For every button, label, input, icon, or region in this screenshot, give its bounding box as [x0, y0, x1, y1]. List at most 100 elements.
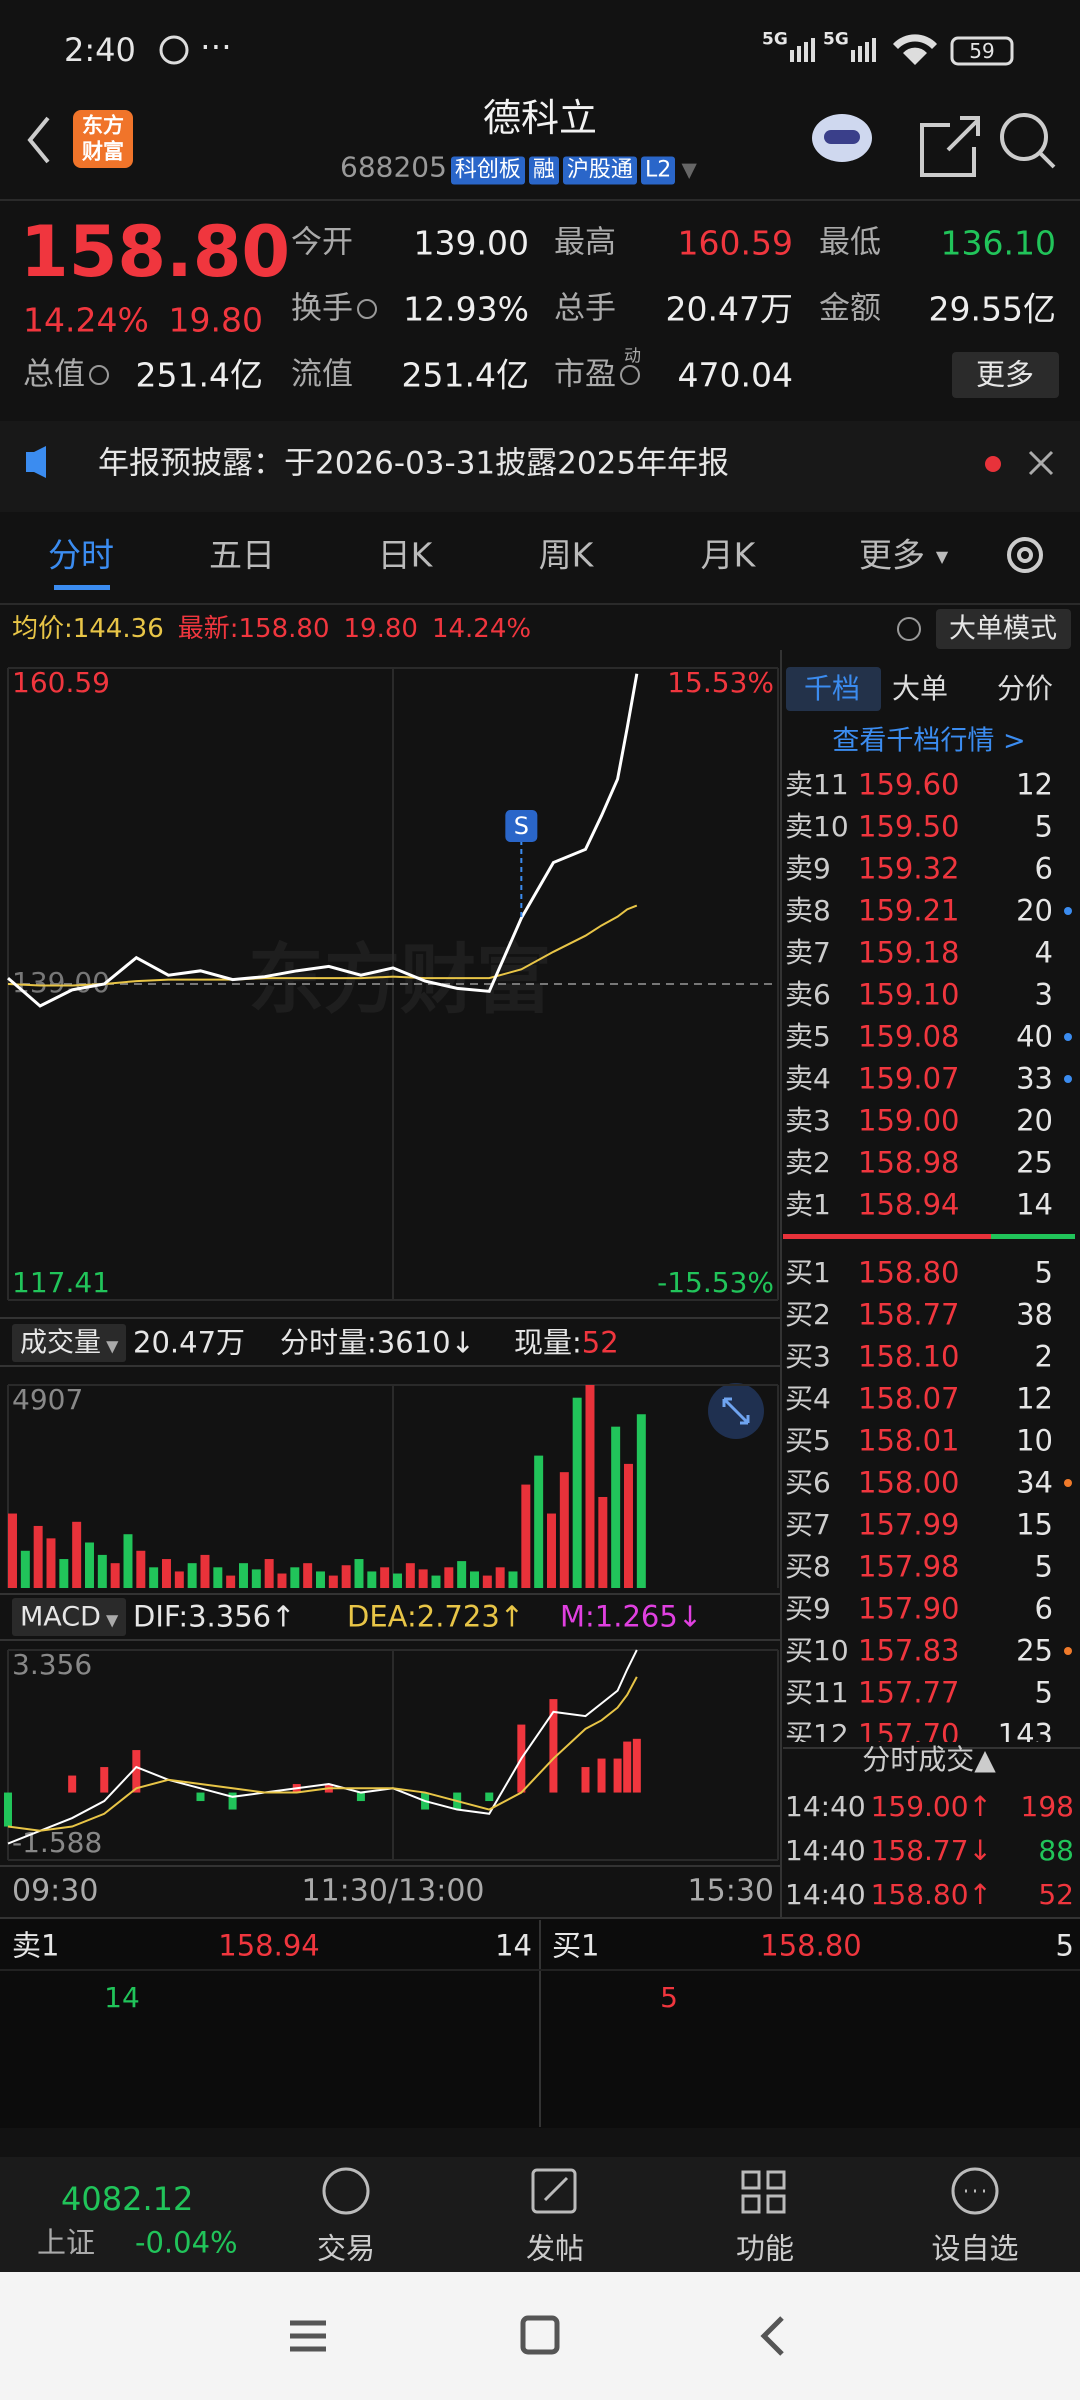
book-volume: 143 — [997, 1717, 1053, 1742]
logo-bg — [73, 110, 133, 168]
trades-title[interactable]: 分时成交▲ — [862, 1743, 996, 1776]
tab[interactable]: 周K — [538, 535, 594, 575]
book-price: 157.83 — [858, 1633, 960, 1668]
book-label: 买12 — [785, 1718, 849, 1743]
field-value: 136.10 — [940, 223, 1056, 263]
macd-bar — [4, 1792, 12, 1827]
field-label: 市盈 — [554, 356, 616, 393]
network-label: 5G — [762, 29, 788, 50]
book-label: 买5 — [785, 1424, 831, 1457]
level1-ask-volume: 14 — [495, 1928, 532, 1963]
field-label: 最低 — [819, 224, 881, 261]
tab[interactable]: 更多 — [859, 535, 925, 575]
network-label: 5G — [823, 29, 849, 50]
volume-bar — [636, 1414, 646, 1588]
field-label: 今开 — [291, 224, 353, 261]
book-volume: 2 — [1034, 1339, 1053, 1374]
book-label: 卖1 — [785, 1188, 831, 1221]
nav-item[interactable]: 功能 — [735, 2231, 795, 2266]
tab-bg — [786, 667, 881, 711]
nav-item[interactable]: 发帖 — [525, 2231, 585, 2266]
field-value: 470.04 — [677, 355, 793, 395]
volume-bar — [20, 1550, 30, 1588]
trade-time: 14:40 — [785, 1790, 866, 1823]
robot-eyes — [824, 130, 860, 144]
notice-bg — [0, 421, 1080, 512]
info-icon — [357, 299, 377, 319]
book-price: 159.60 — [858, 767, 960, 802]
book-tab[interactable]: 千档 — [803, 672, 861, 705]
field-label: 流值 — [291, 356, 353, 393]
volume-total: 20.47万 — [133, 1325, 246, 1360]
nav-icons — [322, 2167, 999, 2215]
book-link[interactable]: 查看千档行情 > — [832, 725, 1026, 757]
dif-label: DIF:3.356↑ — [133, 1599, 296, 1634]
macd-menu[interactable]: MACD ▼ — [20, 1601, 119, 1633]
volume-bar — [611, 1426, 621, 1588]
system-nav-bg — [0, 2272, 1080, 2400]
macd-bar — [228, 1792, 237, 1810]
book-separator-ask — [783, 1234, 991, 1239]
volume-bar — [251, 1569, 261, 1588]
macd-bar — [632, 1738, 641, 1793]
nav-item[interactable]: 设自选 — [931, 2231, 1019, 2266]
book-label: 卖6 — [785, 978, 831, 1011]
volume-bar — [457, 1561, 467, 1588]
price-line — [7, 904, 638, 987]
book-label: 卖10 — [785, 810, 849, 843]
notice-text[interactable]: 年报预披露：于2026-03-31披露2025年年报 — [98, 445, 730, 482]
volume-bar — [444, 1567, 454, 1588]
macd-bar — [549, 1699, 558, 1793]
chart-frames — [0, 650, 1080, 1919]
book-price: 157.90 — [858, 1591, 960, 1626]
market-tag: 融 — [528, 156, 559, 185]
field-value: 160.59 — [677, 223, 793, 263]
stock-code: 688205 — [340, 150, 447, 184]
battery-level: 59 — [969, 39, 995, 63]
book-price: 158.01 — [858, 1423, 960, 1458]
volume-bar — [405, 1563, 415, 1588]
close-icon — [1028, 450, 1054, 476]
tab[interactable]: 五日 — [209, 535, 275, 575]
volume-bar — [85, 1542, 94, 1588]
index-name[interactable]: 上证 — [37, 2225, 96, 2260]
book-price: 158.07 — [858, 1381, 960, 1416]
field-value: 12.93% — [403, 289, 529, 329]
bottom-nav-bg — [0, 2157, 1080, 2272]
more-button[interactable]: 更多 — [975, 357, 1035, 392]
volume-bar — [521, 1484, 531, 1588]
book-price: 158.00 — [858, 1465, 960, 1500]
field-value: 139.00 — [413, 223, 529, 263]
notice-dot — [985, 456, 1001, 472]
book-volume: 5 — [1034, 809, 1053, 844]
book-volume: 33 — [1016, 1061, 1053, 1096]
book-price: 157.99 — [858, 1507, 960, 1542]
book-volume: 4 — [1034, 935, 1053, 970]
field-note: 动 — [624, 346, 641, 367]
mode-button[interactable]: 大单模式 — [949, 613, 1057, 645]
nav-item[interactable]: 交易 — [316, 2231, 376, 2266]
field-value: 20.47万 — [665, 289, 793, 329]
tab[interactable]: 月K — [700, 535, 756, 575]
book-label: 卖3 — [785, 1104, 831, 1137]
help-icon[interactable] — [897, 617, 921, 641]
macd-bar — [581, 1767, 590, 1793]
tab[interactable]: 日K — [377, 535, 433, 575]
volume-bar — [277, 1573, 287, 1588]
price-line — [7, 673, 639, 1008]
current-label: 现量: — [514, 1325, 582, 1360]
index-change[interactable]: -0.04% — [135, 2225, 238, 2260]
volume-bar — [367, 1571, 377, 1588]
book-tab[interactable]: 分价 — [996, 672, 1054, 705]
volume-menu[interactable]: 成交量 ▼ — [20, 1327, 119, 1359]
ask-detail: 14 — [104, 1981, 140, 2014]
volume-bar — [598, 1496, 608, 1588]
tab[interactable]: 分时 — [48, 535, 114, 575]
book-volume: 6 — [1034, 1591, 1053, 1626]
book-price: 159.07 — [858, 1061, 960, 1096]
book-tab[interactable]: 大单 — [891, 672, 949, 705]
more-button-bg — [952, 352, 1059, 398]
logo-text: 财富 — [82, 139, 124, 164]
index-value[interactable]: 4082.12 — [61, 2180, 194, 2218]
macd-bar — [100, 1767, 109, 1793]
